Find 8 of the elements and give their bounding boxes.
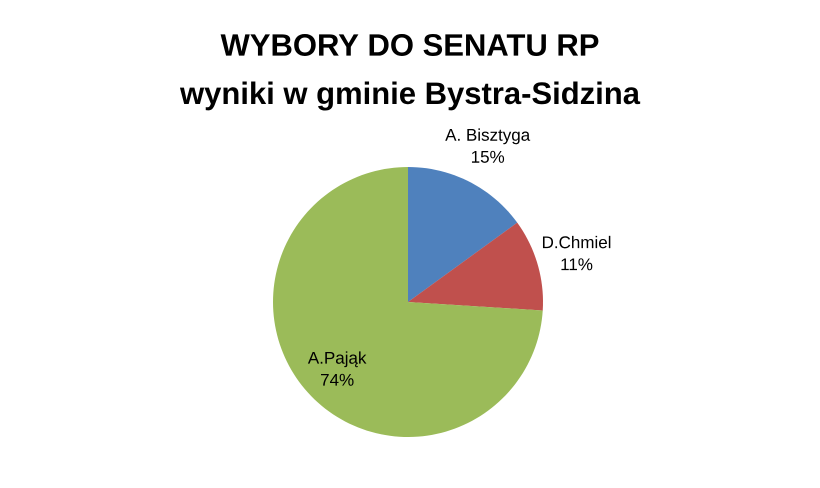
slice-label: A. Bisztyga (445, 128, 530, 144)
data-label: 74% (321, 374, 354, 386)
slice-label: D.Chmiel (542, 236, 610, 248)
slice-label: A.Pająk (308, 351, 366, 368)
data-label: 15% (472, 150, 504, 163)
chart-title: WYBORY DO SENATU RP (220, 34, 598, 56)
chart-subtitle: wyniki w gminie Bystra-Sidzina (180, 81, 640, 111)
data-label: 11% (561, 258, 592, 270)
